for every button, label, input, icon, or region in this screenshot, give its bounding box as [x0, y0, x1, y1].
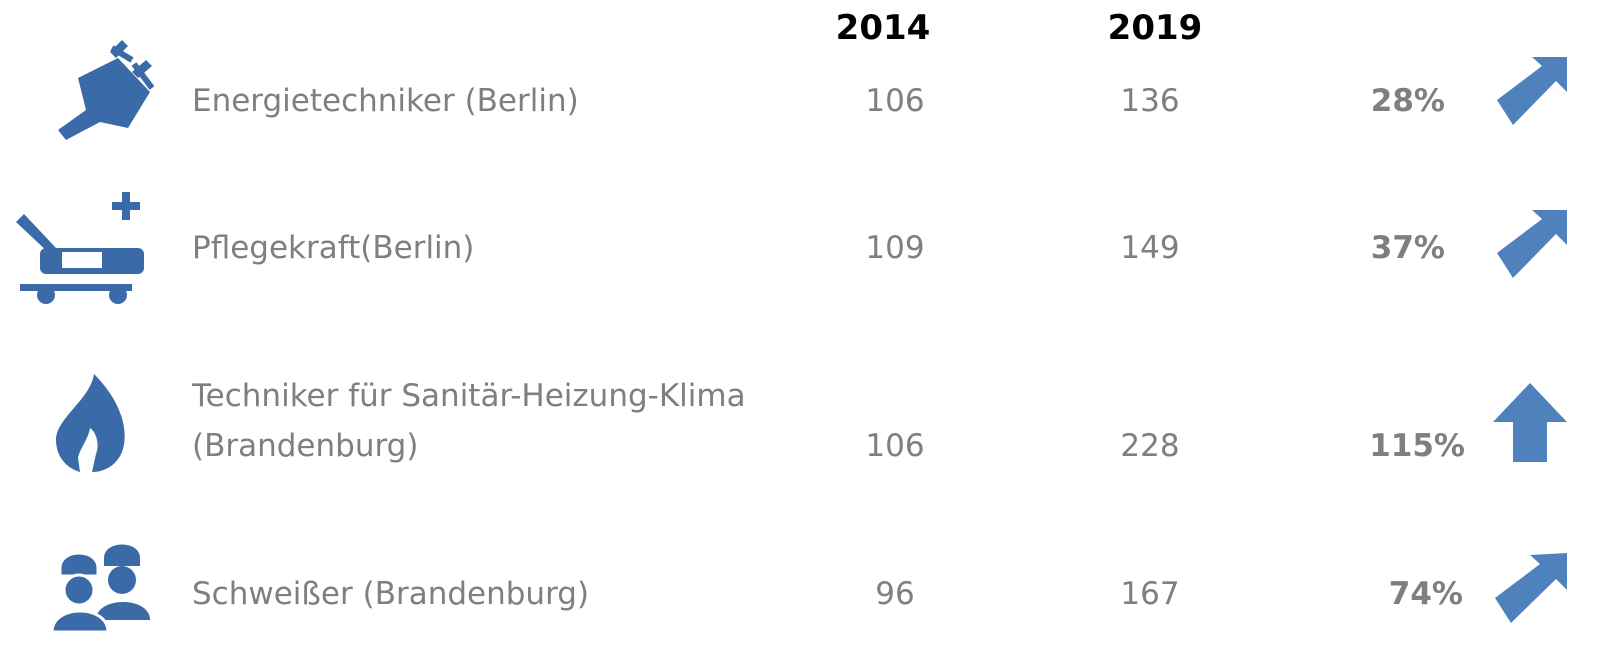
change: 115% — [1369, 428, 1465, 464]
row-label: Techniker für Sanitär-Heizung-Klima — [192, 378, 746, 414]
value-2014: 96 — [875, 576, 915, 612]
plug-icon — [58, 40, 155, 140]
workers-icon — [50, 544, 150, 634]
value-2019: 167 — [1120, 576, 1180, 612]
row-label: Schweißer (Brandenburg) — [192, 576, 590, 612]
value-2014: 106 — [865, 83, 925, 119]
row-label: Energietechniker (Berlin) — [192, 83, 579, 119]
header-2014: 2014 — [835, 8, 931, 48]
arrow-up-right — [1497, 57, 1567, 125]
value-2014: 109 — [865, 230, 925, 266]
change: 37% — [1370, 230, 1445, 266]
arrow-up — [1493, 383, 1567, 462]
change: 28% — [1370, 83, 1445, 119]
flame-icon — [56, 374, 125, 472]
value-2019: 136 — [1120, 83, 1180, 119]
arrow-up-right — [1497, 210, 1567, 278]
header-2019: 2019 — [1107, 8, 1203, 48]
arrow-up-right — [1495, 553, 1567, 623]
value-2014: 106 — [865, 428, 925, 464]
row-label: Pflegekraft(Berlin) — [192, 230, 475, 266]
row-label: (Brandenburg) — [192, 428, 419, 464]
change: 74% — [1388, 576, 1463, 612]
bed-icon — [16, 192, 144, 304]
value-2019: 149 — [1120, 230, 1180, 266]
value-2019: 228 — [1120, 428, 1180, 464]
